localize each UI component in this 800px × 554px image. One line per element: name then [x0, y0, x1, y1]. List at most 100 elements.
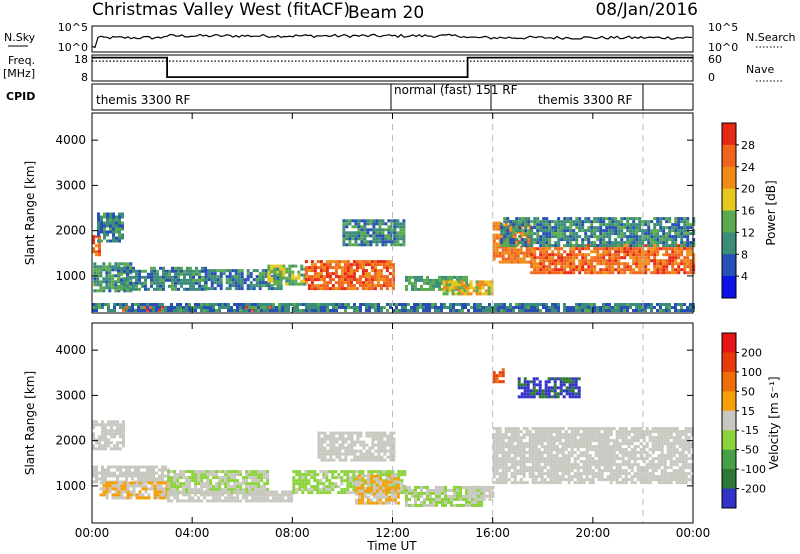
power-cell — [210, 275, 214, 279]
velocity-cell — [519, 460, 523, 464]
power-cell — [342, 234, 346, 238]
velocity-cell — [531, 427, 535, 431]
power-cell — [242, 303, 245, 306]
power-cell — [620, 226, 624, 230]
power-cell — [319, 260, 323, 264]
velocity-cell — [582, 478, 586, 482]
velocity-cell — [534, 463, 538, 467]
velocity-cell — [382, 470, 386, 474]
power-cell — [545, 238, 549, 242]
power-cell — [590, 250, 594, 254]
power-cell — [500, 244, 504, 248]
cpid-panel: CPID themis 3300 RF normal (fast) 151 RF… — [6, 83, 694, 111]
velocity-cell — [558, 427, 562, 431]
power-cell — [328, 263, 332, 267]
power-cell — [391, 281, 395, 285]
power-cell — [320, 306, 323, 309]
power-cell — [674, 220, 678, 224]
velocity-cell — [167, 473, 171, 477]
power-cell — [168, 275, 171, 279]
power-cell — [620, 217, 624, 221]
power-cell — [348, 222, 352, 226]
power-cell — [608, 306, 611, 309]
power-cell — [578, 309, 581, 312]
power-region — [304, 260, 395, 291]
power-cell — [623, 309, 626, 312]
power-cell — [683, 247, 687, 251]
power-cell — [662, 229, 666, 233]
power-cell — [527, 229, 531, 233]
velocity-cell — [444, 503, 447, 507]
power-cell — [481, 286, 485, 290]
power-cell — [267, 287, 271, 291]
velocity-cell — [438, 497, 441, 501]
velocity-cell — [519, 448, 523, 452]
power-cell — [572, 268, 576, 272]
velocity-cell — [341, 452, 345, 456]
velocity-cell — [552, 427, 556, 431]
velocity-cell — [477, 488, 480, 492]
power-cell — [614, 256, 618, 260]
velocity-cell — [188, 485, 192, 489]
velocity-cell — [387, 498, 391, 502]
power-cell — [530, 232, 534, 236]
power-cell — [411, 287, 414, 291]
power-cell — [614, 247, 618, 251]
velocity-cell — [323, 440, 327, 444]
power-cell — [466, 292, 470, 296]
velocity-cell — [441, 488, 444, 492]
power-cell — [683, 259, 687, 263]
velocity-cell — [462, 485, 465, 489]
velocity-cell — [540, 475, 544, 479]
power-cell — [635, 232, 639, 236]
power-cell — [231, 278, 235, 282]
velocity-cell — [543, 448, 547, 452]
velocity-cell — [441, 497, 444, 501]
velocity-cell — [357, 483, 361, 487]
velocity-cell — [432, 497, 435, 501]
velocity-cell — [531, 460, 535, 464]
velocity-cell — [453, 494, 456, 498]
velocity-cell — [251, 482, 255, 486]
power-cell — [596, 262, 600, 266]
power-cell — [381, 240, 385, 244]
velocity-cell — [107, 474, 110, 478]
velocity-cell — [215, 496, 219, 500]
power-cell — [620, 268, 624, 272]
power-cell — [554, 306, 557, 309]
power-cell — [255, 278, 259, 282]
power-cell — [566, 306, 569, 309]
velocity-cell — [540, 454, 544, 458]
power-cell — [479, 309, 482, 312]
power-cell — [490, 292, 494, 296]
power-cell — [542, 244, 546, 248]
velocity-cell — [376, 470, 380, 474]
power-cell — [440, 303, 443, 306]
power-cell — [354, 225, 358, 229]
velocity-cell — [513, 463, 517, 467]
velocity-cell — [435, 500, 438, 504]
velocity-cell — [426, 497, 429, 501]
power-cell — [340, 272, 344, 276]
velocity-cell — [516, 448, 520, 452]
power-cell — [671, 235, 675, 239]
power-cell — [578, 265, 582, 269]
power-cell — [310, 284, 314, 288]
power-cell — [518, 306, 521, 309]
power-cell — [450, 275, 453, 279]
power-cell — [408, 281, 411, 285]
power-cell — [206, 309, 209, 312]
velocity-cell — [129, 490, 133, 494]
power-cell — [686, 306, 689, 309]
power-cell — [140, 303, 143, 306]
velocity-cell — [156, 487, 160, 491]
power-cell — [587, 238, 591, 242]
power-cell — [461, 303, 464, 306]
velocity-cell — [218, 493, 222, 497]
power-cell — [653, 235, 657, 239]
power-cell — [500, 226, 504, 230]
velocity-cell — [561, 472, 565, 476]
power-cell — [294, 276, 298, 280]
power-cell — [254, 309, 257, 312]
power-cell — [602, 235, 606, 239]
